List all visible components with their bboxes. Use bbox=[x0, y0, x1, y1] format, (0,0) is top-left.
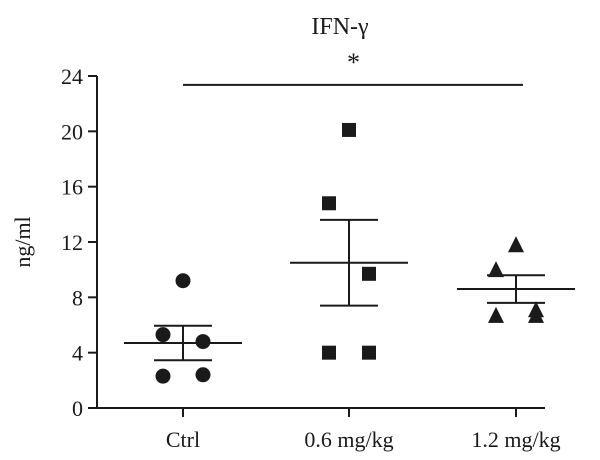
y-tick-label: 16 bbox=[61, 175, 83, 200]
data-point-square bbox=[322, 196, 336, 211]
data-point-circle bbox=[195, 367, 211, 383]
data-point-circle bbox=[155, 368, 171, 384]
data-point-circle bbox=[175, 273, 191, 289]
chart-title: IFN-γ bbox=[311, 14, 369, 40]
y-tick-label: 24 bbox=[61, 64, 83, 89]
y-axis-label: ng/ml bbox=[10, 216, 35, 267]
data-point-triangle bbox=[528, 306, 544, 323]
x-tick-label: Ctrl bbox=[166, 427, 200, 452]
data-point-square bbox=[362, 266, 376, 281]
data-point-square bbox=[322, 345, 336, 360]
data-point-circle bbox=[155, 327, 171, 343]
data-point-circle bbox=[195, 334, 211, 350]
x-tick-label: 1.2 mg/kg bbox=[471, 427, 560, 452]
data-point-triangle bbox=[488, 306, 504, 323]
y-tick-label: 20 bbox=[61, 119, 83, 144]
data-marks bbox=[124, 122, 575, 384]
data-point-triangle bbox=[488, 261, 504, 278]
axes: 0 4 8 12 16 20 24 Ctrl 0.6 mg/kg 1.2 mg/kg bbox=[61, 64, 561, 452]
y-tick-label: 8 bbox=[72, 285, 83, 310]
y-tick-label: 4 bbox=[72, 341, 83, 366]
y-tick-label: 12 bbox=[61, 230, 83, 255]
significance-annotation: * bbox=[183, 48, 523, 86]
y-tick-label: 0 bbox=[72, 396, 83, 421]
data-point-triangle bbox=[508, 236, 524, 253]
data-point-square bbox=[362, 345, 376, 360]
significance-label: * bbox=[347, 48, 360, 77]
x-tick-label: 0.6 mg/kg bbox=[304, 427, 393, 452]
data-point-square bbox=[342, 122, 356, 137]
